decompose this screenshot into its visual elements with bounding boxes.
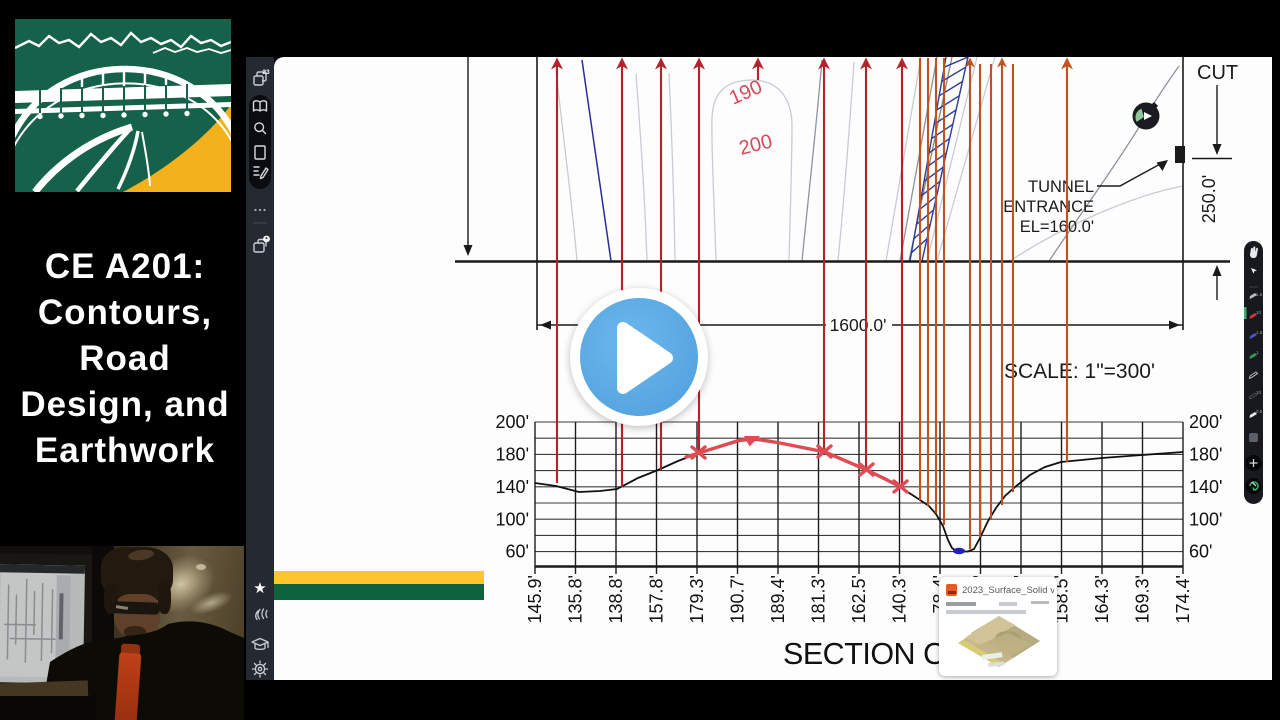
svg-text:200': 200' bbox=[496, 412, 529, 432]
svg-text:1.5: 1.5 bbox=[1256, 292, 1263, 297]
svg-text:140': 140' bbox=[1189, 477, 1222, 497]
svg-text:174.4': 174.4' bbox=[1173, 575, 1193, 623]
svg-text:60': 60' bbox=[506, 542, 529, 562]
svg-text:1.5: 1.5 bbox=[1256, 330, 1263, 335]
svg-text:10: 10 bbox=[1256, 390, 1262, 395]
svg-text:SCALE: 1"=300': SCALE: 1"=300' bbox=[1004, 360, 1155, 383]
svg-text:100': 100' bbox=[496, 509, 529, 529]
svg-text:60': 60' bbox=[1189, 542, 1212, 562]
svg-text:179.3': 179.3' bbox=[687, 575, 707, 623]
svg-text:189.4': 189.4' bbox=[768, 575, 788, 623]
svg-text:200: 200 bbox=[737, 130, 775, 159]
svg-text:10: 10 bbox=[1256, 310, 1262, 315]
svg-text:180': 180' bbox=[496, 445, 529, 465]
svg-text:100': 100' bbox=[1189, 509, 1222, 529]
svg-text:140.3': 140.3' bbox=[890, 575, 910, 623]
svg-text:23: 23 bbox=[262, 69, 270, 76]
svg-text:169.3': 169.3' bbox=[1133, 575, 1153, 623]
svg-text:190.7': 190.7' bbox=[728, 575, 748, 623]
svg-text:145.9': 145.9' bbox=[525, 575, 545, 623]
svg-text:164.3': 164.3' bbox=[1092, 575, 1112, 623]
svg-text:0.5: 0.5 bbox=[1256, 409, 1263, 414]
svg-text:EL=160.0': EL=160.0' bbox=[1020, 218, 1094, 236]
svg-text:200': 200' bbox=[1189, 412, 1222, 432]
svg-text:138.8': 138.8' bbox=[606, 575, 626, 623]
svg-text:★: ★ bbox=[253, 580, 266, 597]
svg-text:135.8': 135.8' bbox=[566, 575, 586, 623]
svg-text:*: * bbox=[265, 237, 268, 244]
svg-text:CUT: CUT bbox=[1197, 62, 1238, 84]
svg-text:ENTRANCE: ENTRANCE bbox=[1003, 198, 1094, 216]
svg-text:TUNNEL: TUNNEL bbox=[1028, 178, 1094, 196]
svg-text:1: 1 bbox=[1256, 350, 1259, 355]
svg-text:140': 140' bbox=[496, 477, 529, 497]
svg-text:162.5': 162.5' bbox=[849, 575, 869, 623]
svg-text:157.8': 157.8' bbox=[647, 575, 667, 623]
svg-text:250.0': 250.0' bbox=[1199, 175, 1219, 223]
svg-text:1600.0': 1600.0' bbox=[830, 315, 887, 335]
svg-text:180': 180' bbox=[1189, 445, 1222, 465]
svg-text:181.3': 181.3' bbox=[809, 575, 829, 623]
